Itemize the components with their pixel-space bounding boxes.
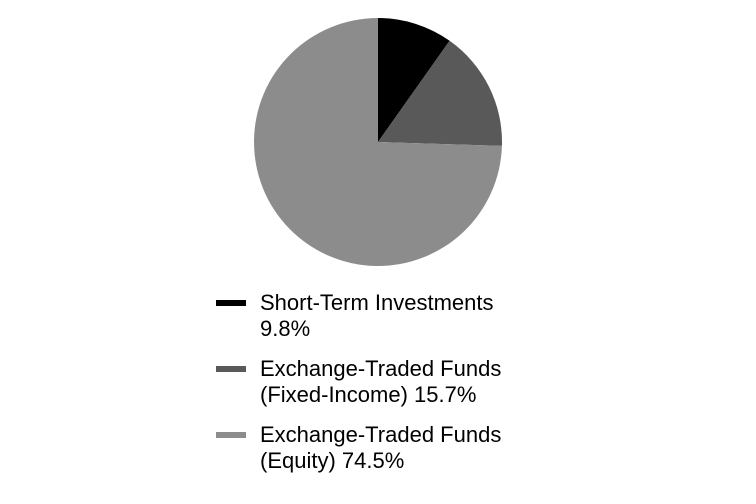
legend-swatch <box>216 366 246 372</box>
legend-swatch <box>216 300 246 306</box>
legend-item-etf-equity: Exchange-Traded Funds (Equity) 74.5% <box>216 422 556 474</box>
legend-item-short-term: Short-Term Investments 9.8% <box>216 290 556 342</box>
legend-text: Exchange-Traded Funds (Fixed-Income) 15.… <box>260 356 501 408</box>
legend-line: Exchange-Traded Funds <box>260 356 501 381</box>
legend-text: Exchange-Traded Funds (Equity) 74.5% <box>260 422 501 474</box>
legend-item-etf-fixed-income: Exchange-Traded Funds (Fixed-Income) 15.… <box>216 356 556 408</box>
pie-svg <box>254 18 502 266</box>
legend-text: Short-Term Investments 9.8% <box>260 290 494 342</box>
legend-line: Exchange-Traded Funds <box>260 422 501 447</box>
legend-swatch <box>216 432 246 438</box>
legend-line: (Fixed-Income) 15.7% <box>260 382 476 407</box>
legend-line: (Equity) 74.5% <box>260 448 404 473</box>
legend: Short-Term Investments 9.8% Exchange-Tra… <box>216 290 556 488</box>
chart-container: Short-Term Investments 9.8% Exchange-Tra… <box>0 0 756 504</box>
pie-chart <box>254 18 502 271</box>
legend-line: Short-Term Investments <box>260 290 494 315</box>
legend-line: 9.8% <box>260 316 310 341</box>
